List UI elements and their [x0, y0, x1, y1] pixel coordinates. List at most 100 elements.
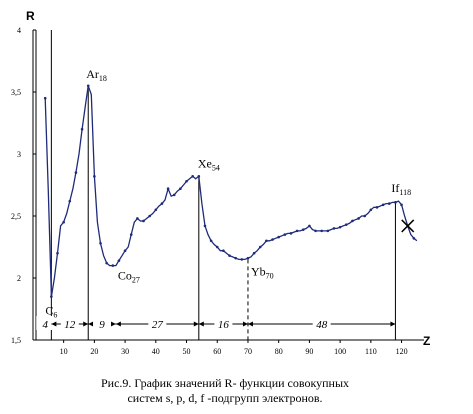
data-point — [93, 175, 96, 178]
caption-line-1: Рис.9. График значений R- функции совоку… — [100, 376, 350, 390]
data-point — [160, 202, 164, 205]
element-label: Yb70 — [251, 264, 274, 280]
data-point — [344, 223, 348, 226]
segment-arrow-right — [242, 321, 248, 327]
data-point — [320, 229, 323, 233]
element-number: 27 — [132, 276, 140, 285]
element-number: 18 — [99, 74, 107, 83]
data-point — [74, 171, 78, 174]
x-tick-label: 10 — [60, 347, 68, 356]
data-point — [246, 256, 250, 260]
element-label: Xe54 — [198, 156, 220, 172]
data-point — [381, 203, 385, 207]
data-point — [387, 202, 391, 205]
x-tick-label: 80 — [275, 347, 283, 356]
x-tick-label: 110 — [365, 347, 377, 356]
data-point — [394, 201, 397, 204]
element-number: 54 — [212, 163, 220, 172]
segment-label-bg — [60, 316, 79, 330]
element-symbol: Co — [118, 269, 132, 283]
element-number: 6 — [53, 311, 57, 320]
x-ticks: 10 20 30 40 50 60 70 80 90 100 110 120 — [60, 340, 408, 356]
data-point — [148, 214, 151, 218]
segment-arrow-left — [247, 321, 253, 327]
y-tick-label: 2,5 — [11, 212, 21, 221]
y-tick-label: 3,5 — [11, 88, 21, 97]
data-point — [142, 219, 145, 223]
x-tick-label: 40 — [152, 347, 160, 356]
data-point — [400, 203, 403, 207]
element-symbol: Ar — [86, 67, 99, 81]
data-point — [412, 237, 416, 240]
x-tick-label: 90 — [305, 347, 313, 356]
data-point — [86, 84, 90, 88]
x-tick-label: 60 — [213, 347, 221, 356]
y-tick-label: 3 — [17, 150, 21, 159]
data-point — [338, 225, 342, 229]
x-tick-label: 20 — [90, 347, 98, 356]
segment-label: 4 — [42, 319, 48, 331]
axes — [32, 30, 424, 341]
element-number: 70 — [266, 271, 274, 280]
data-point — [129, 233, 133, 236]
data-point — [166, 187, 170, 191]
data-point — [375, 206, 379, 209]
data-point — [50, 295, 53, 298]
segment-label-bg — [214, 316, 233, 330]
segment-arrow-right — [110, 321, 116, 327]
x-tick-label: 70 — [244, 347, 252, 356]
period-segments: 4 12 9 27 16 48 — [36, 316, 396, 331]
r-function-line — [44, 85, 418, 297]
cross-marker — [401, 219, 415, 233]
data-point — [43, 96, 47, 100]
x-axis-name: Z — [423, 334, 430, 348]
data-point — [185, 179, 188, 183]
data-point — [252, 251, 256, 255]
segment-label-bg — [312, 316, 331, 330]
data-point — [283, 233, 287, 236]
element-label: Co27 — [118, 269, 140, 285]
data-point — [265, 239, 268, 243]
data-point — [351, 219, 354, 223]
data-point — [332, 227, 336, 230]
segment-arrow-right — [83, 321, 89, 327]
x-tick-label: 50 — [183, 347, 191, 356]
data-point — [308, 224, 311, 228]
data-point — [117, 259, 121, 262]
data-point — [123, 249, 127, 253]
data-point — [289, 232, 293, 235]
data-point — [240, 258, 244, 261]
segment-arrow-left — [51, 321, 57, 327]
element-symbol: Xe — [198, 156, 212, 170]
data-point — [215, 245, 219, 249]
data-point — [80, 127, 84, 131]
segment-label-bg — [93, 316, 112, 330]
x-tick-label: 120 — [396, 347, 408, 356]
element-symbol: If — [391, 181, 399, 195]
segment-label: 12 — [64, 319, 76, 331]
data-point — [191, 175, 194, 178]
element-label: Ar18 — [86, 67, 107, 83]
data-point — [62, 220, 65, 224]
segment-label-bg — [36, 316, 55, 330]
data-point — [258, 245, 262, 249]
data-point — [357, 217, 360, 220]
element-label: If118 — [391, 181, 411, 197]
element-label: C6 — [45, 304, 57, 320]
data-point — [99, 241, 102, 245]
data-point — [68, 199, 72, 203]
segment-label: 27 — [152, 319, 164, 331]
series — [43, 84, 418, 298]
segment-arrow-left — [115, 321, 121, 327]
y-ticks: 1,5 2 2,5 3 3,5 4 — [11, 26, 36, 345]
data-point — [136, 217, 139, 220]
data-point — [234, 256, 237, 260]
element-symbol: C — [45, 304, 53, 318]
data-point — [154, 208, 158, 212]
cross-stroke-b — [401, 219, 415, 233]
element-labels: Ar18 Xe54 Co27 Yb70 C6 If118 — [45, 67, 411, 320]
segment-arrow-right — [193, 321, 199, 327]
x-tick-label: 30 — [121, 347, 129, 356]
segment-label: 16 — [218, 319, 230, 331]
